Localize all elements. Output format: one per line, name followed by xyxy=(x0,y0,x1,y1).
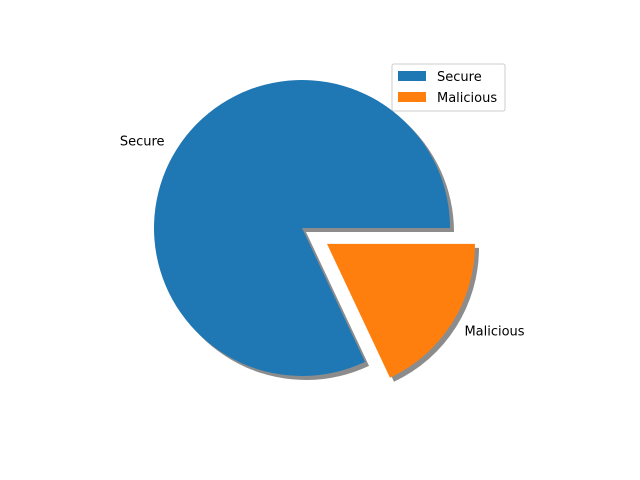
legend-swatch-malicious xyxy=(398,92,426,102)
slice-secure xyxy=(154,79,451,376)
legend-label-malicious: Malicious xyxy=(437,91,497,106)
slice-label-secure: Secure xyxy=(120,134,165,149)
slice-labels: Secure Malicious xyxy=(120,134,525,339)
slices xyxy=(154,79,475,378)
slice-malicious xyxy=(326,243,475,378)
legend: Secure Malicious xyxy=(391,63,506,112)
slice-label-malicious: Malicious xyxy=(464,325,524,340)
legend-label-secure: Secure xyxy=(437,70,482,85)
legend-swatch-secure xyxy=(398,71,426,81)
